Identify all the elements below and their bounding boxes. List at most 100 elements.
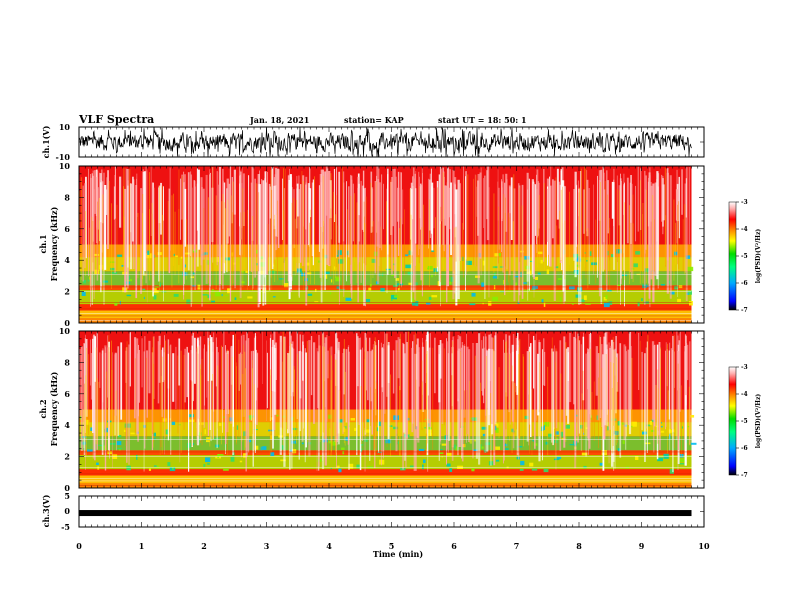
spectrogram-patch (239, 460, 243, 463)
spectrogram-streak (675, 189, 679, 221)
spectrogram-streak (604, 332, 607, 426)
spectrogram-patch (482, 302, 484, 305)
spectrogram-streak (318, 185, 320, 252)
spectrogram-streak (162, 347, 164, 383)
spectrogram-streak (238, 339, 240, 437)
ch1-freq-ylabel: Frequency (kHz) (49, 206, 59, 281)
spectrogram-streak (655, 385, 657, 436)
spectrogram-streak (616, 188, 618, 263)
spectrogram-streak (335, 195, 337, 268)
spectrogram-streak (379, 182, 381, 248)
spectrogram-streak (250, 182, 253, 272)
spectrogram-streak (282, 199, 284, 287)
colorbar-tick-label: -5 (741, 418, 748, 425)
spectrogram-streak (151, 213, 153, 291)
spectrogram-streak (364, 340, 366, 433)
spectrogram-streak (562, 186, 563, 276)
spectrogram-streak (124, 188, 127, 293)
spectrogram-streak (314, 176, 315, 285)
spectrogram-patch (547, 433, 553, 437)
spectrogram-streak (565, 348, 568, 416)
spectrogram-streak (640, 168, 642, 230)
spectrogram-streak (184, 348, 186, 403)
spectrogram-streak (611, 181, 614, 219)
spectrogram-streak (648, 172, 651, 299)
spectrogram-streak (323, 220, 324, 278)
spectrogram-streak (670, 348, 673, 429)
spectrogram-streak (282, 178, 283, 240)
spectrogram-streak (629, 205, 630, 285)
spectrogram-streak (111, 370, 113, 436)
spectrogram-patch (529, 462, 534, 467)
spectrogram-streak (163, 189, 164, 302)
spectrogram-streak (80, 346, 83, 451)
spectrogram-patch (611, 254, 614, 258)
spectrogram-streak (387, 183, 388, 243)
spectrogram-streak (357, 183, 360, 216)
spectrogram-streak (555, 362, 556, 454)
spectrogram-patch (531, 288, 536, 290)
spectrogram-streak (349, 220, 351, 275)
spectrogram-streak (616, 357, 617, 446)
spectrogram-streak (207, 337, 209, 382)
spectrogram-streak (585, 168, 587, 279)
spectrogram-streak (346, 181, 347, 282)
spectrogram-patch (230, 457, 235, 462)
spectrogram-streak (431, 186, 433, 235)
spectrogram-streak (137, 212, 139, 279)
spectrogram-streak (509, 354, 510, 442)
spectrogram-streak (542, 349, 543, 461)
spectrogram-streak (654, 219, 655, 272)
ch2-colorbar: -3 -4 -5 -6 -7 log(PSD)(V²/Hz) (728, 364, 762, 479)
spectrogram-streak (397, 337, 400, 379)
spectrogram-streak (635, 185, 636, 242)
spectrogram-streak (533, 183, 535, 279)
spectrogram-streak (611, 388, 613, 454)
spectrogram-streak (597, 175, 598, 278)
spectrogram-streak (242, 173, 245, 226)
ch1-ytick-bottom: -10 (56, 152, 71, 162)
spectrogram-streak (639, 180, 641, 284)
spectrogram-streak (669, 342, 671, 451)
spectrogram-patch (218, 423, 222, 426)
spectrogram-patch (471, 417, 478, 421)
spectrogram-streak (335, 359, 337, 455)
spectrogram-streak (224, 202, 226, 264)
spectrogram-streak (593, 381, 595, 441)
spectrogram-streak (615, 336, 617, 414)
spectrogram-streak (85, 375, 87, 435)
spectrogram-patch (470, 439, 472, 444)
spectrogram-streak (157, 341, 160, 404)
spectrogram-streak (129, 168, 131, 263)
spectrogram-streak (451, 375, 453, 449)
spectrogram-streak (553, 180, 556, 301)
spectrogram-streak (685, 343, 688, 396)
spectrogram-patch (441, 443, 447, 446)
spectrogram-streak (365, 337, 367, 391)
spectrogram-patch (659, 430, 665, 433)
spectrogram-streak (375, 388, 377, 427)
spectrogram-streak (536, 169, 539, 238)
spectrogram-patch (556, 456, 562, 460)
spectrogram-streak (466, 333, 467, 443)
spectrogram-streak (538, 195, 540, 263)
spectrogram-streak (382, 347, 383, 393)
spectrogram-streak (455, 226, 457, 262)
spectrogram-streak (218, 184, 220, 257)
spectrogram-streak (83, 343, 85, 449)
spectrogram-streak (234, 174, 236, 289)
spectrogram-patch (591, 262, 597, 266)
spectrogram-streak (282, 331, 284, 446)
spectrogram-streak (588, 188, 590, 285)
spectrogram-streak (318, 345, 320, 457)
spectrogram-streak (678, 340, 680, 388)
spectrogram-streak (323, 346, 325, 440)
spectrogram-streak (291, 347, 293, 453)
spectrogram-patch (426, 302, 431, 305)
spectrogram-patch (249, 415, 253, 420)
spectrogram-patch (262, 446, 267, 450)
spectrogram-streak (565, 342, 567, 442)
spectrogram-streak (582, 336, 585, 401)
spectrogram-patch (156, 465, 159, 469)
